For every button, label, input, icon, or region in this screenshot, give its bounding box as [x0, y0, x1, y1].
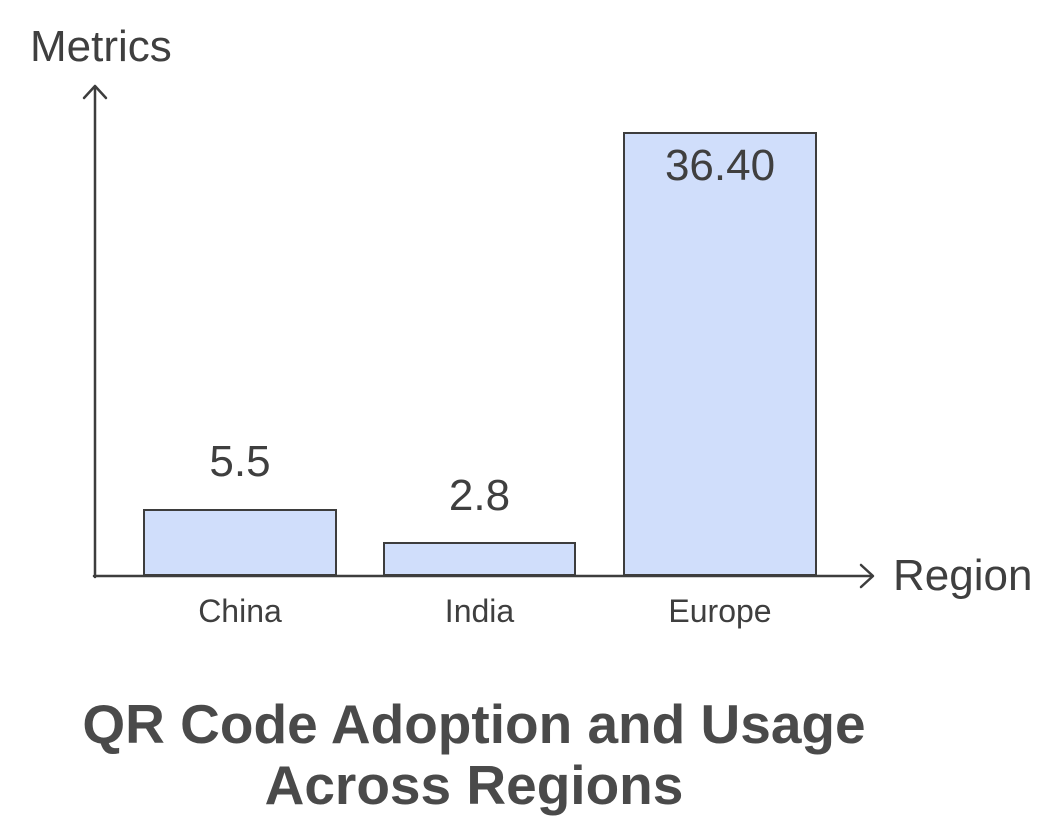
category-label-china: China	[198, 593, 282, 629]
x-axis-label: Region	[893, 551, 1033, 600]
category-label-india: India	[444, 593, 515, 629]
value-label-china: 5.5	[209, 437, 271, 486]
bar-china	[143, 509, 337, 576]
chart-title-line-2: Across Regions	[264, 754, 684, 816]
value-label-india: 2.8	[448, 471, 511, 520]
x-axis-arrow-icon	[859, 563, 875, 589]
value-label-europe: 36.40	[664, 141, 776, 190]
category-label-europe: Europe	[668, 593, 772, 629]
y-axis-arrow-icon	[82, 84, 108, 100]
chart-title-line-1: QR Code Adoption and Usage	[82, 693, 866, 755]
y-axis-label: Metrics	[30, 22, 172, 71]
chart-title: QR Code Adoption and Usage Across Region…	[74, 694, 874, 816]
bar-europe	[623, 132, 817, 576]
bar-india	[383, 542, 576, 576]
